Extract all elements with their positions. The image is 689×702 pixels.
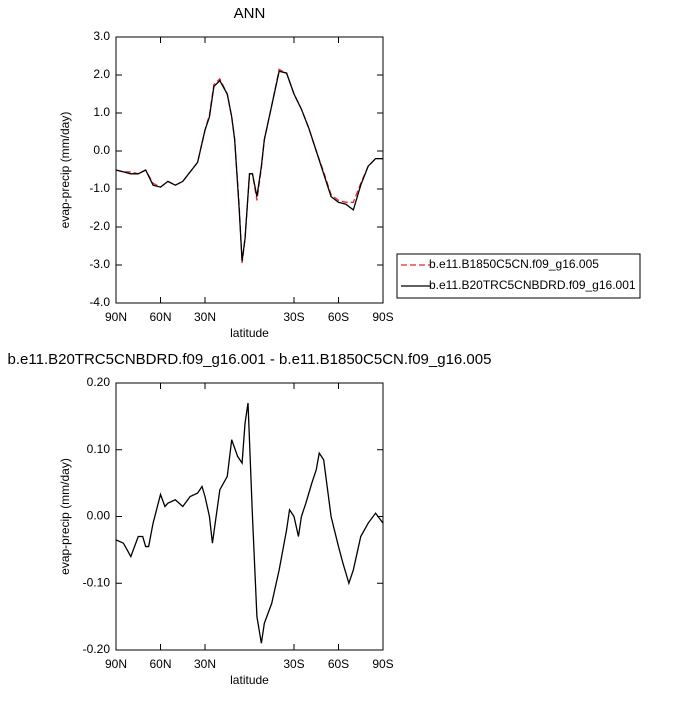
y-tick-label: 0.10 bbox=[87, 442, 111, 456]
chart-title: ANN bbox=[234, 5, 266, 22]
y-axis-label: evap-precip (mm/day) bbox=[58, 112, 72, 229]
x-tick-label: 60N bbox=[149, 310, 171, 324]
y-tick-label: 1.0 bbox=[93, 105, 110, 119]
y-tick-label: 0.0 bbox=[93, 143, 110, 157]
y-tick-label: -4.0 bbox=[89, 295, 110, 309]
x-tick-label: 90S bbox=[372, 657, 393, 671]
legend-label: b.e11.B20TRC5CNBDRD.f09_g16.001 bbox=[429, 278, 636, 292]
line-series bbox=[115, 402, 384, 644]
x-tick-label: 30N bbox=[194, 310, 216, 324]
y-tick-label: -1.0 bbox=[89, 181, 110, 195]
y-tick-label: -2.0 bbox=[89, 219, 110, 233]
y-tick-label: 3.0 bbox=[93, 29, 110, 43]
y-tick-label: 2.0 bbox=[93, 67, 110, 81]
x-tick-label: 30S bbox=[283, 657, 304, 671]
y-tick-label: 0.00 bbox=[87, 509, 111, 523]
line-series bbox=[115, 70, 383, 262]
y-tick-label: -0.10 bbox=[83, 575, 111, 589]
chart-title: b.e11.B20TRC5CNBDRD.f09_g16.001 - b.e11.… bbox=[8, 351, 492, 368]
x-tick-label: 90N bbox=[105, 310, 127, 324]
x-tick-label: 90N bbox=[105, 657, 127, 671]
x-axis-label: latitude bbox=[230, 673, 269, 687]
x-tick-label: 30N bbox=[194, 657, 216, 671]
plot-frame bbox=[115, 36, 384, 304]
x-tick-label: 90S bbox=[372, 310, 393, 324]
x-tick-label: 60S bbox=[328, 657, 349, 671]
x-tick-label: 30S bbox=[283, 310, 304, 324]
y-tick-label: -3.0 bbox=[89, 257, 110, 271]
plot-frame bbox=[115, 382, 384, 651]
y-tick-label: -0.20 bbox=[83, 642, 111, 656]
legend-label: b.e11.B1850C5CN.f09_g16.005 bbox=[429, 257, 599, 271]
x-tick-label: 60S bbox=[328, 310, 349, 324]
line-series bbox=[115, 68, 383, 264]
x-axis-label: latitude bbox=[230, 326, 269, 340]
legend-box bbox=[396, 253, 641, 299]
x-tick-label: 60N bbox=[149, 657, 171, 671]
y-tick-label: 0.20 bbox=[87, 375, 111, 389]
y-axis-label: evap-precip (mm/day) bbox=[58, 458, 72, 575]
